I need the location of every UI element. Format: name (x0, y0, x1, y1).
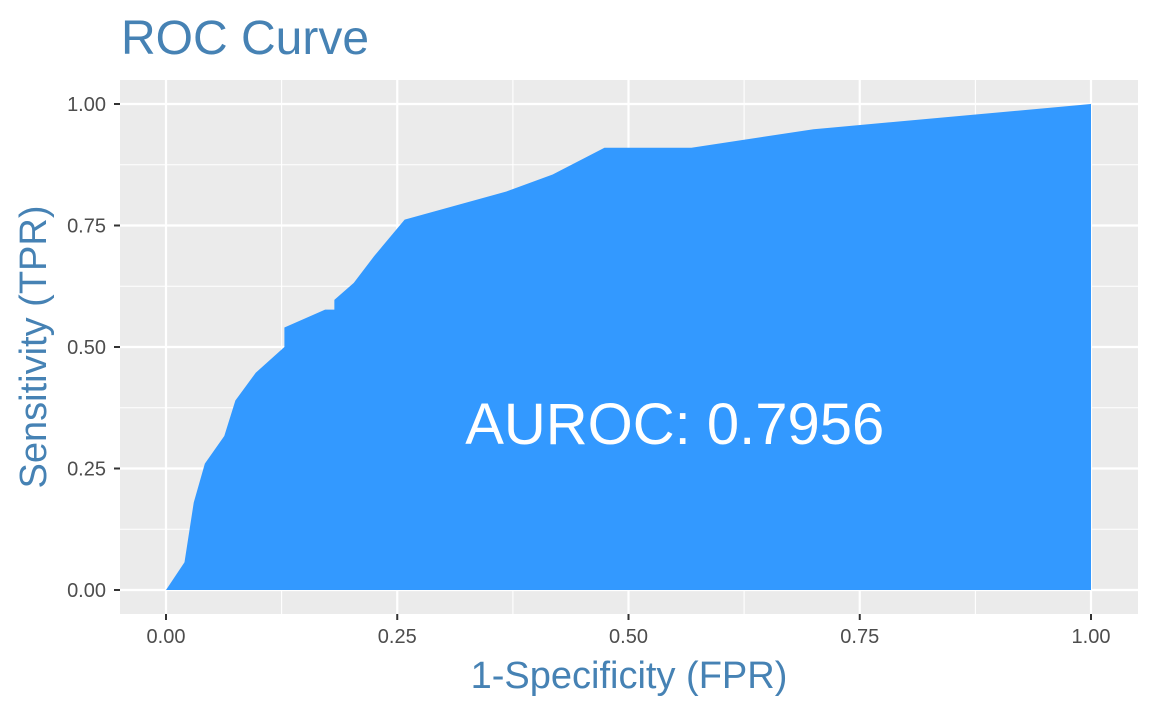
x-tick-label: 0.75 (840, 626, 879, 648)
x-axis-label: 1-Specificity (FPR) (471, 655, 788, 697)
axes: 0.00 0.25 0.50 0.75 1.00 0.00 0.25 0.50 0.75 1.00 (67, 94, 1110, 648)
y-tick-label: 0.00 (67, 580, 106, 602)
x-tick-label: 0.00 (147, 626, 186, 648)
y-axis-label: Sensitivity (TPR) (13, 206, 55, 489)
y-tick-label: 0.50 (67, 337, 106, 359)
x-tick-label: 0.50 (609, 626, 648, 648)
x-tick-label: 1.00 (1072, 626, 1111, 648)
auroc-annotation: AUROC: 0.7956 (465, 392, 884, 457)
x-tick-label: 0.25 (378, 626, 417, 648)
chart-title: ROC Curve (121, 12, 369, 65)
y-tick-label: 1.00 (67, 94, 106, 116)
y-tick-label: 0.25 (67, 459, 106, 481)
roc-area (166, 104, 1091, 590)
y-tick-label: 0.75 (67, 216, 106, 238)
